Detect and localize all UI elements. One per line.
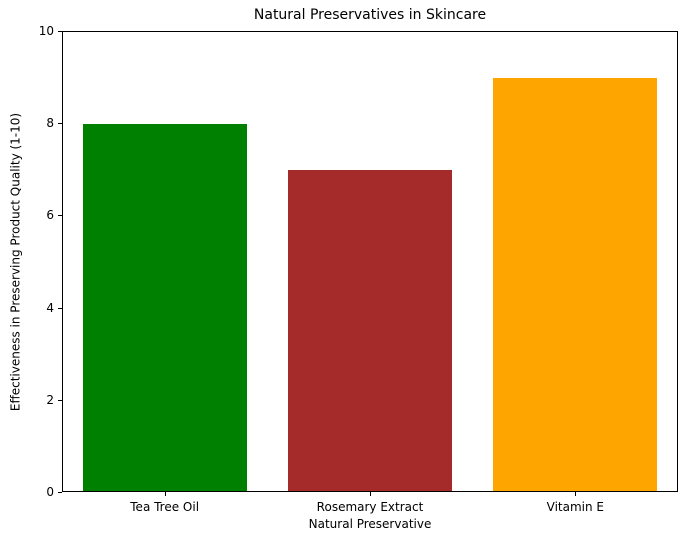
x-tick-label: Rosemary Extract <box>316 500 424 514</box>
bar-vitamin-e <box>492 77 657 491</box>
y-tick-label: 10 <box>38 24 54 38</box>
y-tick-mark <box>58 399 62 401</box>
x-tick-mark <box>164 492 166 496</box>
bar-tea-tree-oil <box>83 123 248 491</box>
y-tick-label: 0 <box>46 485 54 499</box>
y-tick-mark <box>58 31 62 32</box>
y-tick-label: 8 <box>46 116 54 131</box>
y-axis-label: Effectiveness in Preserving Product Qual… <box>8 112 22 411</box>
y-tick-mark <box>58 123 62 125</box>
y-tick-label: 6 <box>46 208 54 223</box>
chart-title: Natural Preservatives in Skincare <box>253 7 487 23</box>
x-tick-mark <box>575 492 577 496</box>
y-tick-label: 4 <box>46 300 54 315</box>
plot-area <box>62 31 678 492</box>
x-tick-mark <box>370 492 371 496</box>
bar-rosemary-extract <box>288 169 452 491</box>
y-tick-label: 2 <box>46 392 54 407</box>
x-tick-label: Tea Tree Oil <box>130 500 200 514</box>
x-tick-label: Vitamin E <box>546 500 605 514</box>
x-axis-label: Natural Preservative <box>308 517 432 531</box>
y-tick-mark <box>58 215 62 217</box>
y-tick-mark <box>58 492 62 493</box>
y-tick-mark <box>58 307 62 309</box>
